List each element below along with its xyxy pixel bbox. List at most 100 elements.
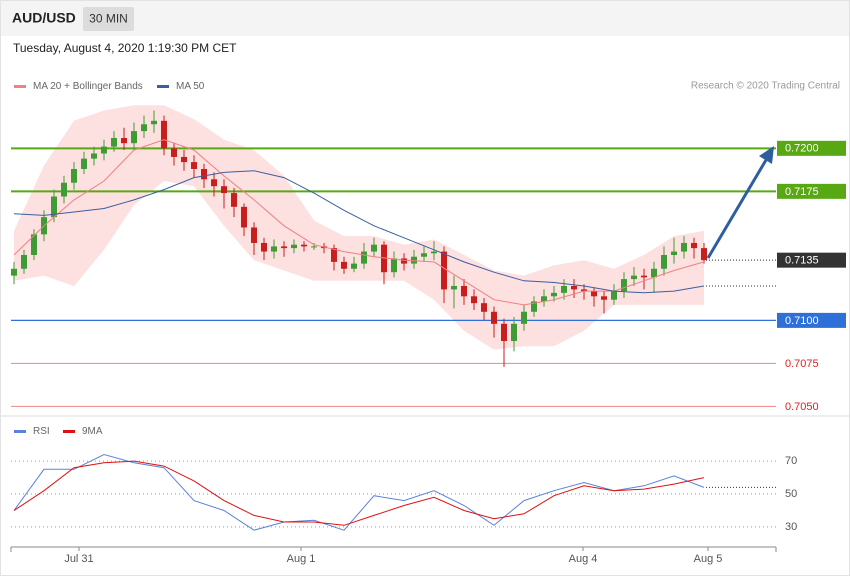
legend-label: MA 50 (176, 81, 205, 92)
candle-body (521, 311, 527, 324)
candle-body (681, 242, 687, 252)
candle-body (541, 296, 547, 302)
candle-body (231, 193, 237, 207)
legend-label: RSI (33, 426, 50, 437)
candle-body (691, 242, 697, 249)
x-tick-label: Aug 1 (287, 553, 316, 565)
candle-body (401, 258, 407, 264)
candle-body (551, 292, 557, 297)
candle-body (191, 162, 197, 169)
candle-body (631, 275, 637, 280)
candle-body (591, 291, 597, 297)
candle-body (51, 196, 57, 218)
candle-body (561, 285, 567, 293)
candle-body (411, 256, 417, 264)
candle-body (611, 291, 617, 300)
level-label: 0.7075 (785, 358, 819, 370)
candle-body (571, 285, 577, 290)
x-tick-label: Jul 31 (64, 553, 93, 565)
candle-body (211, 179, 217, 187)
legend-swatch (14, 85, 26, 88)
candle-body (201, 168, 207, 180)
ma20-line (13, 139, 705, 306)
candle-body (111, 138, 117, 147)
candle-body (371, 244, 377, 252)
candle-body (61, 182, 67, 197)
candle-body (501, 323, 507, 342)
candle-body (161, 120, 167, 149)
x-tick-label: Aug 4 (569, 553, 598, 565)
legend-label: MA 20 + Bollinger Bands (33, 81, 143, 92)
header-bar (1, 1, 849, 36)
candle-body (301, 244, 307, 247)
candle-body (471, 296, 477, 304)
bollinger-band (14, 105, 704, 350)
y-tick-label: 70 (785, 455, 797, 467)
forecast-arrow (706, 159, 768, 259)
candle-body (351, 263, 357, 269)
candle-body (331, 248, 337, 262)
level-box (777, 183, 846, 199)
candle-body (141, 124, 147, 132)
candle-body (311, 246, 317, 248)
candle-body (221, 186, 227, 194)
credit: Research © 2020 Trading Central (691, 81, 840, 92)
candle-body (701, 248, 707, 261)
candle-body (251, 227, 257, 243)
candle-body (451, 285, 457, 290)
ma50-line (13, 170, 705, 294)
legend-swatch (14, 430, 26, 433)
candle-body (261, 242, 267, 252)
interval: 30 MIN (89, 12, 128, 26)
level-box (777, 252, 846, 268)
candle-body (341, 261, 347, 269)
legend-swatch (63, 430, 75, 433)
candle-body (641, 275, 647, 278)
rsi-line (13, 460, 705, 526)
candle-body (431, 251, 437, 254)
candle-body (421, 253, 427, 257)
level-box (777, 140, 846, 156)
timestamp: Tuesday, August 4, 2020 1:19:30 PM CET (13, 41, 237, 55)
candle-body (21, 255, 27, 269)
level-label: 0.7100 (785, 315, 819, 327)
y-tick-label: 30 (785, 521, 797, 533)
candle-body (381, 244, 387, 273)
candle-body (151, 120, 157, 125)
candle-body (131, 131, 137, 144)
level-label: 0.7200 (785, 143, 819, 155)
candle-body (581, 289, 587, 292)
candle-body (271, 246, 277, 252)
candle-body (101, 146, 107, 154)
candle-body (481, 303, 487, 312)
candle-body (181, 156, 187, 163)
candle-body (121, 138, 127, 144)
interval-badge (83, 7, 134, 31)
candle-body (361, 251, 367, 264)
candle-body (671, 251, 677, 255)
candle-body (601, 296, 607, 300)
candle-body (441, 251, 447, 290)
level-label: 0.7135 (785, 255, 819, 267)
forecast-arrowhead (759, 146, 774, 164)
y-tick-label: 50 (785, 488, 797, 500)
candle-body (531, 301, 537, 312)
candle-body (291, 244, 297, 249)
candle-body (91, 153, 97, 159)
candle-body (491, 311, 497, 324)
candle-body (11, 268, 17, 276)
candle-body (621, 279, 627, 292)
price-panel: 0.7200 0.7175 0.7135 0.7100 0.7075 0.7050 MA 2… (11, 81, 846, 413)
legend-label: 9MA (82, 426, 103, 437)
candle-body (241, 206, 247, 228)
candle-body (171, 148, 177, 157)
rsi-panel: 30 50 70 Jul 31 Aug 1 Aug 4 Aug 5 RSI 9MA (10, 426, 797, 565)
level-box (777, 312, 846, 328)
legend-swatch (157, 85, 169, 88)
level-label: 0.7175 (785, 186, 819, 198)
candle-body (651, 268, 657, 278)
candle-body (281, 246, 287, 249)
candle-body (81, 158, 87, 169)
